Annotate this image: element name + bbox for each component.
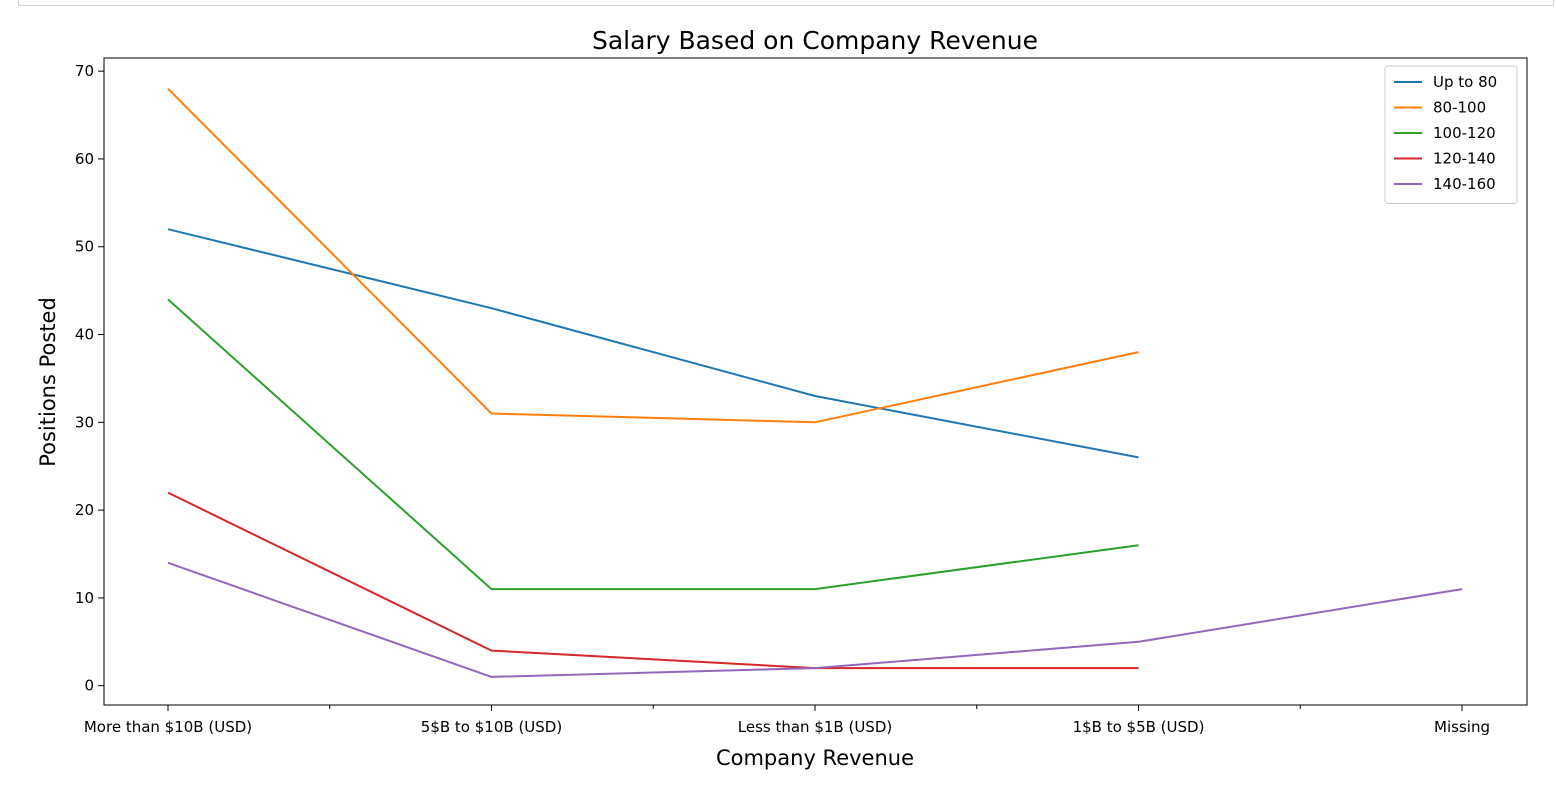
chart-title: Salary Based on Company Revenue: [592, 26, 1038, 55]
legend-label-3: 120-140: [1433, 150, 1496, 168]
y-axis: 0 10 20 30 40 50 60 70: [75, 62, 104, 695]
y-tick-label-5: 50: [75, 238, 94, 256]
series-line-4: [167, 561, 1463, 678]
series-line-3: [167, 491, 1139, 670]
legend-box: [1384, 65, 1518, 204]
legend-label-2: 100-120: [1433, 124, 1496, 142]
x-tick-label-0: More than $10B (USD): [84, 718, 252, 736]
x-tick-label-3: 1$B to $5B (USD): [1073, 718, 1205, 736]
x-axis-label: Company Revenue: [716, 746, 914, 770]
y-tick-label-3: 30: [75, 413, 94, 431]
y-tick-label-1: 10: [75, 589, 94, 607]
y-tick-label-4: 40: [75, 326, 94, 344]
x-axis: More than $10B (USD) 5$B to $10B (USD) Les…: [84, 705, 1490, 736]
series-lines: [167, 87, 1463, 678]
legend: Up to 80 80-100 100-120 120-140 140-160: [1384, 65, 1518, 204]
y-axis-label: Positions Posted: [36, 297, 60, 467]
legend-label-4: 140-160: [1433, 175, 1496, 193]
cell-frame: [18, 0, 1554, 6]
x-tick-label-2: Less than $1B (USD): [738, 718, 892, 736]
series-line-2: [167, 298, 1139, 591]
series-line-0: [167, 228, 1139, 459]
legend-label-0: Up to 80: [1433, 73, 1497, 91]
plot-area-frame: [103, 57, 1528, 706]
y-tick-label-2: 20: [75, 501, 94, 519]
y-tick-label-0: 0: [84, 677, 94, 695]
x-tick-label-4: Missing: [1434, 718, 1490, 736]
series-line-1: [167, 87, 1139, 424]
y-tick-label-7: 70: [75, 62, 94, 80]
legend-label-1: 80-100: [1433, 99, 1486, 117]
x-tick-label-1: 5$B to $10B (USD): [421, 718, 562, 736]
y-tick-label-6: 60: [75, 150, 94, 168]
